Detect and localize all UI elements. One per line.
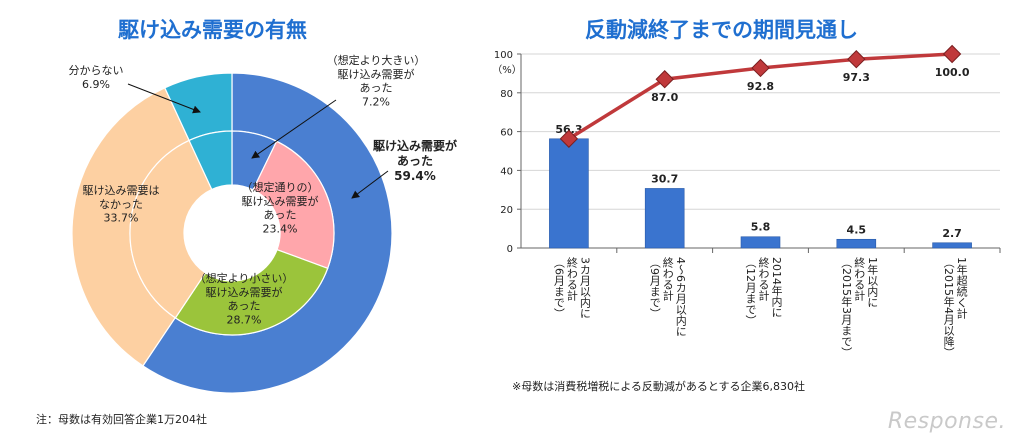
y-tick-label: 80 [500, 89, 513, 100]
x-category-label-1: （9月まで） [648, 257, 661, 319]
bar-value-label-4: 2.7 [942, 227, 962, 240]
y-tick-label: 20 [500, 205, 513, 216]
x-category-label-2: （12月まで） [744, 257, 757, 326]
line-point-2 [751, 58, 770, 78]
x-category-label-0: 3カ月以内に [578, 257, 591, 319]
line-value-label-1: 87.0 [651, 91, 678, 104]
bar-value-label-2: 5.8 [751, 221, 771, 234]
x-category-label-4: 1年超続く計 [955, 257, 968, 320]
response-logo: Response. [887, 409, 1006, 434]
label-smaller: （想定より小さい）駆け込み需要があった 28.7% [195, 271, 294, 326]
y-tick-label: 40 [500, 166, 513, 177]
x-category-label-0: （6月まで） [552, 257, 565, 319]
x-category-label-1: 4～6カ月以内に [674, 257, 687, 337]
label-larger: （想定より大きい）駆け込み需要があった 7.2% [327, 53, 426, 108]
label-no-demand: 駆け込み需要はなかった 33.7% [83, 184, 160, 225]
label-unknown: 分からない 6.9% [69, 64, 124, 91]
inner-ring-slice-4 [188, 130, 233, 191]
bar-chart-title: 反動減終了までの期間見通し [585, 18, 858, 42]
x-category-label-1: 終わる計 [661, 256, 674, 302]
line-value-label-3: 97.3 [843, 71, 870, 84]
outer-label-yes: 駆け込み需要があった 59.4% [373, 138, 457, 183]
line-point-3 [847, 50, 866, 69]
bar-value-label-1: 30.7 [651, 172, 678, 185]
x-category-label-3: 1年以内に [866, 257, 879, 308]
arrow-yes [351, 170, 389, 199]
x-category-label-4: （2015年4月以降） [942, 257, 955, 358]
line-point-1 [655, 70, 674, 89]
pie-footnote: 注：母数は有効回答企業1万204社 [36, 413, 207, 426]
bar-2 [740, 236, 781, 249]
x-category-label-2: 2014年内に [770, 257, 783, 318]
x-category-label-2: 終わる計 [757, 256, 770, 302]
y-tick-label: 0 [507, 244, 513, 255]
y-tick-label: 60 [500, 128, 513, 139]
y-axis-unit: （%） [492, 64, 522, 76]
line-point-0 [559, 129, 579, 148]
line-value-label-2: 92.8 [747, 80, 774, 93]
bar-value-label-3: 4.5 [847, 223, 867, 236]
label-as-expected: （想定通りの）駆け込み需要があった 23.4% [242, 180, 319, 235]
bar-footnote: ※母数は消費税増税による反動減があるとする企業6,830社 [512, 380, 806, 393]
arrow-unknown [127, 83, 201, 114]
x-category-label-3: （2015年3月まで） [840, 257, 853, 358]
arrow-larger [251, 99, 337, 159]
inner-ring-slice-2 [174, 248, 329, 336]
bar-0 [549, 138, 589, 249]
x-category-label-3: 終わる計 [853, 256, 866, 302]
y-tick-label: 100 [494, 50, 513, 61]
bar-1 [644, 188, 685, 249]
line-point-4 [942, 44, 962, 64]
bar-3 [836, 238, 877, 249]
line-value-label-4: 100.0 [935, 66, 970, 79]
x-category-label-0: 終わる計 [565, 256, 578, 302]
inner-ring-slice-1 [252, 140, 335, 270]
pie-chart-title: 駆け込み需要の有無 [118, 18, 307, 42]
inner-ring-slice-3 [129, 139, 213, 319]
bar-4 [932, 242, 972, 249]
